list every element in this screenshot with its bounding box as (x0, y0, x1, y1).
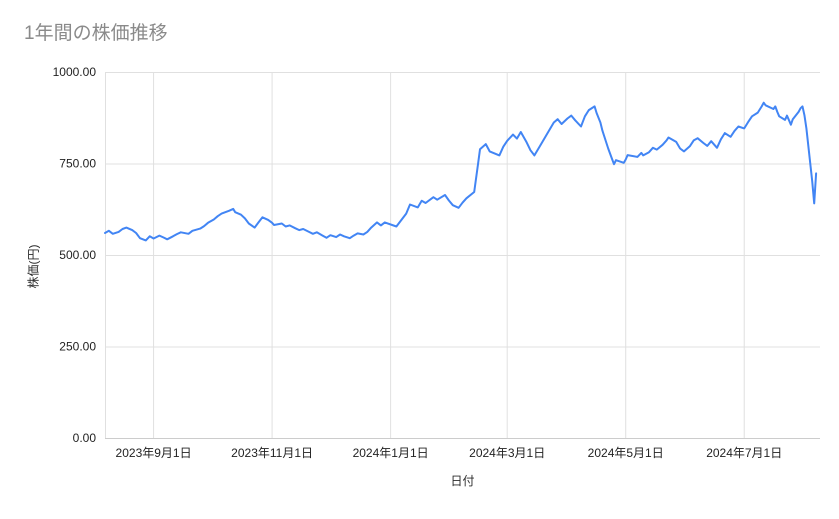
x-tick-label: 2023年11月1日 (231, 446, 313, 460)
x-tick-label: 2024年5月1日 (588, 446, 664, 460)
y-tick-label: 750.00 (59, 157, 96, 171)
y-axis-title: 株価(円) (26, 244, 41, 289)
x-tick-label: 2024年1月1日 (353, 446, 429, 460)
y-tick-label: 0.00 (73, 431, 97, 445)
stock-price-series-line (104, 101, 818, 242)
y-tick-label: 500.00 (59, 248, 96, 262)
x-tick-label: 2024年3月1日 (469, 446, 545, 460)
gridlines (105, 72, 820, 439)
y-tick-label: 1000.00 (53, 65, 97, 79)
x-axis-title: 日付 (450, 474, 475, 488)
x-tick-label: 2024年7月1日 (706, 446, 782, 460)
chart-title: 1年間の株価推移 (24, 23, 168, 44)
axis-tick-labels: 0.00 250.00 500.00 750.00 1000.00 2023年9月1日 20… (53, 65, 783, 460)
x-tick-label: 2023年9月1日 (116, 446, 192, 460)
y-tick-label: 250.00 (59, 340, 96, 354)
